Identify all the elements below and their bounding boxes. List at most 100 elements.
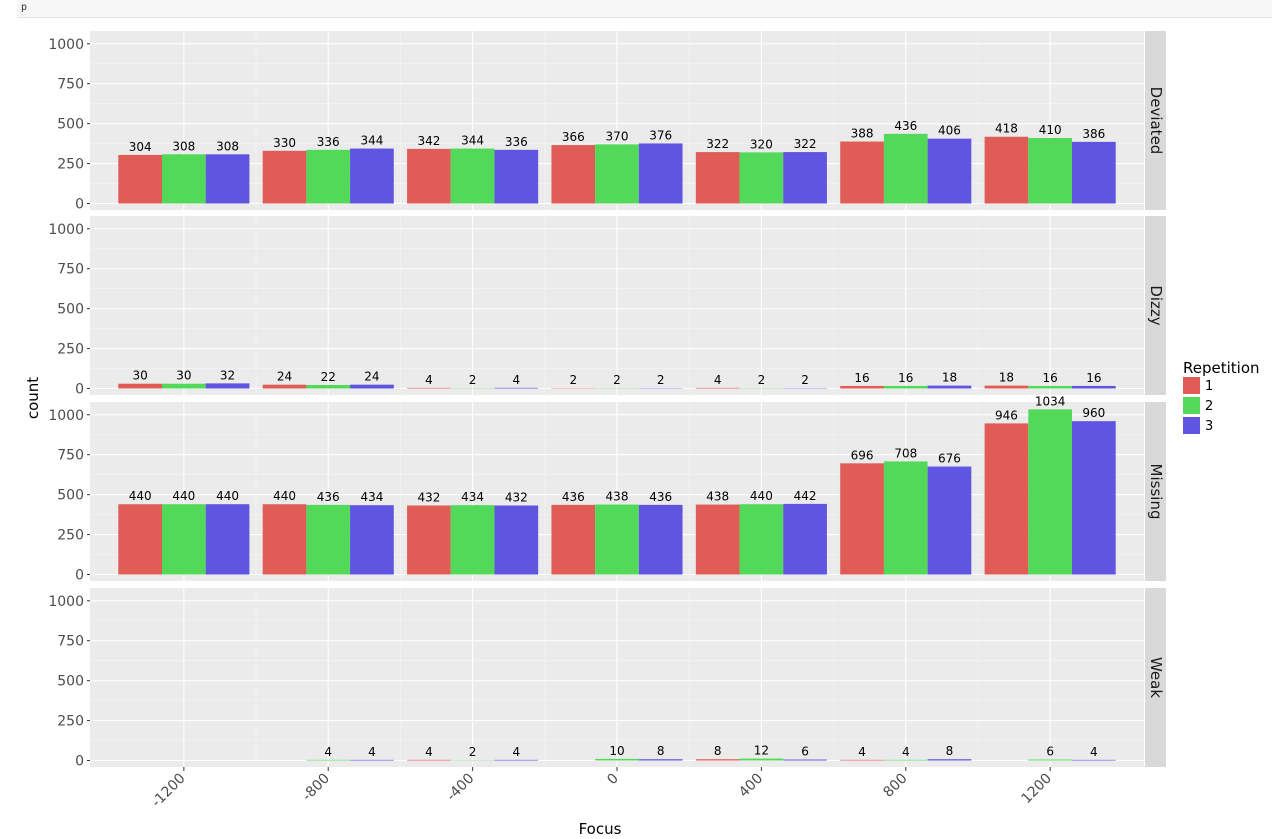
bar-value-label: 4 [1090, 745, 1098, 759]
bar-deviated-rep1 [551, 145, 596, 204]
bar-missing-rep1 [840, 463, 884, 575]
bar-weak-rep3 [638, 759, 683, 761]
bar-value-label: 344 [461, 134, 484, 148]
output-header-bar: p [17, 0, 1272, 18]
y-tick-label: 750 [57, 634, 84, 650]
facet-strip [1145, 588, 1166, 767]
bar-deviated-rep3 [205, 154, 250, 204]
y-tick-label: 750 [57, 448, 84, 464]
y-tick-label: 0 [75, 568, 84, 584]
y-tick-label: 250 [57, 157, 84, 173]
bar-value-label: 366 [562, 130, 585, 144]
bar-value-label: 4 [368, 745, 376, 759]
bar-missing-rep1 [118, 504, 162, 575]
x-tick-label: -1200 [149, 771, 189, 811]
bar-value-label: 304 [129, 140, 152, 154]
bar-value-label: 4 [512, 373, 520, 387]
legend-label-1: 1 [1205, 379, 1213, 394]
bar-weak-rep3 [927, 759, 972, 761]
bar-value-label: 4 [324, 745, 332, 759]
bar-value-label: 32 [220, 368, 235, 382]
bar-value-label: 708 [894, 446, 917, 460]
bar-deviated-rep2 [306, 149, 351, 204]
y-tick-label: 250 [57, 714, 84, 730]
x-tick-label: -400 [444, 771, 478, 805]
bar-missing-rep3 [494, 505, 539, 575]
bar-value-label: 432 [505, 491, 528, 505]
bar-missing-rep3 [350, 505, 394, 575]
legend-key-3 [1183, 417, 1200, 434]
bar-value-label: 386 [1082, 127, 1105, 141]
bar-value-label: 18 [999, 371, 1014, 385]
y-tick-label: 250 [57, 528, 84, 544]
bar-value-label: 10 [609, 744, 624, 758]
bar-value-label: 30 [176, 369, 191, 383]
bar-value-label: 676 [938, 452, 961, 466]
facet-strip-label: Deviated [1147, 87, 1165, 155]
bar-value-label: 4 [425, 373, 433, 387]
bar-value-label: 438 [606, 490, 629, 504]
bar-weak-rep2 [306, 759, 351, 761]
bar-dizzy-rep3 [350, 384, 394, 389]
bar-value-label: 370 [606, 129, 629, 143]
bar-value-label: 6 [1046, 745, 1054, 759]
bar-value-label: 436 [649, 490, 672, 504]
bar-dizzy-rep2 [1028, 385, 1073, 389]
bar-deviated-rep1 [407, 148, 451, 204]
bar-value-label: 960 [1082, 406, 1105, 420]
bar-dizzy-rep1 [407, 387, 451, 389]
bar-value-label: 4 [425, 745, 433, 759]
bar-missing-rep2 [450, 505, 495, 575]
bar-value-label: 2 [657, 373, 665, 387]
bar-weak-rep1 [695, 759, 740, 761]
bar-value-label: 24 [364, 370, 379, 384]
bar-value-label: 330 [273, 136, 296, 150]
bar-value-label: 2 [801, 373, 809, 387]
y-tick-label: 750 [57, 77, 84, 93]
bar-value-label: 16 [854, 371, 869, 385]
bar-dizzy-rep3 [205, 383, 250, 389]
bar-deviated-rep2 [595, 144, 639, 204]
bar-dizzy-rep3 [494, 387, 539, 389]
bar-dizzy-rep2 [161, 383, 206, 389]
bar-deviated-rep3 [494, 149, 539, 204]
bar-missing-rep2 [595, 504, 639, 575]
bar-value-label: 16 [1086, 371, 1101, 385]
bar-value-label: 6 [801, 745, 809, 759]
bar-weak-rep2 [595, 758, 639, 761]
bar-deviated-rep2 [161, 154, 206, 204]
y-tick-label: 1000 [48, 408, 84, 424]
bar-value-label: 322 [794, 137, 817, 151]
bar-dizzy-rep1 [118, 383, 162, 389]
bar-missing-rep2 [883, 461, 928, 575]
bar-value-label: 4 [902, 745, 910, 759]
x-axis-title: Focus [579, 820, 622, 838]
bar-value-label: 436 [317, 490, 340, 504]
facet-strip-label: Missing [1147, 464, 1165, 520]
bar-dizzy-rep1 [695, 387, 740, 389]
bar-value-label: 22 [321, 370, 336, 384]
facet-strip-label: Weak [1147, 657, 1165, 698]
bar-value-label: 436 [894, 119, 917, 133]
bar-deviated-rep1 [262, 150, 307, 204]
bar-deviated-rep1 [840, 141, 884, 204]
bar-value-label: 442 [794, 489, 817, 503]
bar-dizzy-rep1 [840, 385, 884, 389]
legend-key-1 [1183, 377, 1200, 394]
bar-value-label: 440 [750, 489, 773, 503]
bar-value-label: 344 [360, 134, 383, 148]
bar-weak-rep3 [783, 759, 827, 761]
facet-panel-weak: 0 250 500 750 1000 4 4 4 2 4 10 8 8 12 6 4 4 8 6 4 Weak [48, 588, 1166, 770]
bar-deviated-rep2 [883, 133, 928, 204]
bar-weak-rep2 [1028, 759, 1073, 761]
bar-deviated-rep3 [783, 152, 827, 204]
facet-panel-missing: 0 250 500 750 1000 440 440 440 440 436 434 432 434 43… [48, 394, 1166, 584]
bar-value-label: 8 [946, 744, 954, 758]
bar-missing-rep1 [262, 504, 307, 575]
bar-value-label: 2 [758, 373, 766, 387]
bar-weak-rep2 [739, 758, 784, 761]
y-tick-label: 1000 [48, 37, 84, 53]
bar-value-label: 4 [714, 373, 722, 387]
y-tick-label: 500 [57, 674, 84, 690]
